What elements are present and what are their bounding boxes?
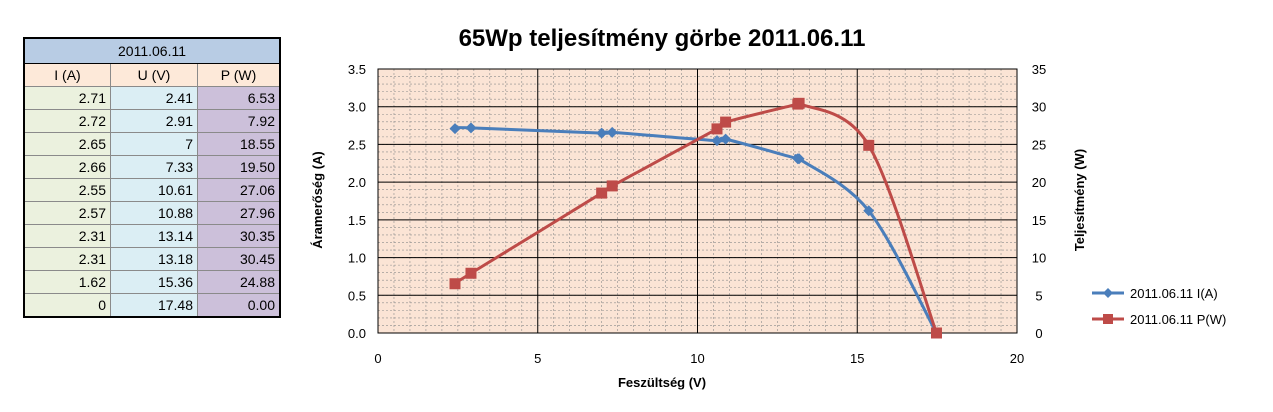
power-cell: 30.45 xyxy=(197,247,281,271)
current-data-point xyxy=(465,122,477,134)
current-data-point xyxy=(449,123,461,135)
y2-tick-label: 25 xyxy=(1032,137,1046,152)
x-tick-label: 20 xyxy=(1010,351,1024,366)
voltage-cell: 10.61 xyxy=(110,178,198,202)
power-data-point xyxy=(465,267,477,279)
column-header-current: I (A) xyxy=(23,63,111,87)
x-axis-title: Feszültség (V) xyxy=(618,375,706,390)
current-cell: 2.31 xyxy=(23,247,111,271)
power-data-point xyxy=(930,327,942,339)
y-tick-label: 2.0 xyxy=(348,175,366,190)
table-row: 2.31 13.14 30.35 xyxy=(23,224,281,248)
current-cell: 2.66 xyxy=(23,155,111,179)
y2-tick-label: 0 xyxy=(1035,326,1042,341)
column-header-voltage: U (V) xyxy=(110,63,198,87)
table-row: 2.31 13.18 30.45 xyxy=(23,247,281,271)
current-data-point xyxy=(606,126,618,138)
table-row: 1.62 15.36 24.88 xyxy=(23,270,281,294)
power-cell: 6.53 xyxy=(197,86,281,110)
power-data-point xyxy=(793,97,805,109)
y2-tick-label: 10 xyxy=(1032,251,1046,266)
current-cell: 0 xyxy=(23,293,111,318)
current-legend-marker xyxy=(1103,288,1113,298)
power-cell: 18.55 xyxy=(197,132,281,156)
power-data-point xyxy=(711,123,723,135)
table-row: 2.57 10.88 27.96 xyxy=(23,201,281,225)
power-cell: 27.96 xyxy=(197,201,281,225)
power-cell: 30.35 xyxy=(197,224,281,248)
current-data-point xyxy=(793,153,805,165)
voltage-cell: 2.41 xyxy=(110,86,198,110)
table-row: 0 17.48 0.00 xyxy=(23,293,281,318)
current-cell: 2.31 xyxy=(23,224,111,248)
voltage-cell: 7.33 xyxy=(110,155,198,179)
x-tick-label: 5 xyxy=(534,351,541,366)
x-tick-label: 0 xyxy=(374,351,381,366)
y-tick-label: 3.5 xyxy=(348,62,366,77)
table-row: 2.55 10.61 27.06 xyxy=(23,178,281,202)
y2-tick-label: 35 xyxy=(1032,62,1046,77)
power-data-point xyxy=(606,180,618,192)
table-date-header: 2011.06.11 xyxy=(23,37,281,64)
data-table: 2011.06.11 I (A) U (V) P (W) 2.71 2.41 6… xyxy=(23,37,281,318)
current-legend-label: 2011.06.11 I(A) xyxy=(1130,286,1218,301)
plot-area: 0 5 10 15 20 0.0 0.5 1.0 1.5 2.0 2.5 3.0 3.5 0 5 10 15 20… xyxy=(348,62,1046,366)
y-tick-label: 1.5 xyxy=(348,213,366,228)
chart-title: 65Wp teljesítmény görbe 2011.06.11 xyxy=(459,25,866,52)
voltage-cell: 13.14 xyxy=(110,224,198,248)
table-row: 2.72 2.91 7.92 xyxy=(23,109,281,133)
column-header-power: P (W) xyxy=(197,63,281,87)
current-data-point xyxy=(720,133,732,145)
current-data-point xyxy=(711,135,723,147)
chart-legend: 2011.06.11 I(A) 2011.06.11 P(W) xyxy=(1092,286,1226,327)
y2-tick-label: 5 xyxy=(1035,288,1042,303)
power-cell: 24.88 xyxy=(197,270,281,294)
iv-power-chart: 65Wp teljesítmény görbe 2011.06.11 0 5 10 1… xyxy=(310,25,1226,390)
y-tick-label: 1.0 xyxy=(348,251,366,266)
y-tick-label: 0.5 xyxy=(348,288,366,303)
current-cell: 2.71 xyxy=(23,86,111,110)
power-cell: 27.06 xyxy=(197,178,281,202)
y2-tick-label: 15 xyxy=(1032,213,1046,228)
table-row: 2.66 7.33 19.50 xyxy=(23,155,281,179)
y-axis-title: Áramerőség (A) xyxy=(310,151,325,249)
current-cell: 2.65 xyxy=(23,132,111,156)
current-data-point xyxy=(596,127,608,139)
current-data-point xyxy=(863,205,875,217)
power-data-point xyxy=(863,139,875,151)
current-cell: 2.72 xyxy=(23,109,111,133)
voltage-cell: 17.48 xyxy=(110,293,198,318)
power-legend-marker xyxy=(1103,314,1113,324)
voltage-cell: 7 xyxy=(110,132,198,156)
y-tick-label: 3.0 xyxy=(348,100,366,115)
y2-axis-title: Teljesítmény (W) xyxy=(1072,149,1087,251)
power-legend-label: 2011.06.11 P(W) xyxy=(1130,312,1226,327)
power-cell: 19.50 xyxy=(197,155,281,179)
current-cell: 2.55 xyxy=(23,178,111,202)
x-tick-label: 10 xyxy=(690,351,704,366)
power-data-point xyxy=(720,116,732,128)
y2-tick-label: 20 xyxy=(1032,175,1046,190)
table-row: 2.65 7 18.55 xyxy=(23,132,281,156)
current-cell: 2.57 xyxy=(23,201,111,225)
voltage-cell: 13.18 xyxy=(110,247,198,271)
table-row: 2.71 2.41 6.53 xyxy=(23,86,281,110)
power-cell: 7.92 xyxy=(197,109,281,133)
power-cell: 0.00 xyxy=(197,293,281,318)
y-tick-label: 2.5 xyxy=(348,137,366,152)
y2-tick-label: 30 xyxy=(1032,100,1046,115)
voltage-cell: 10.88 xyxy=(110,201,198,225)
current-cell: 1.62 xyxy=(23,270,111,294)
y-tick-label: 0.0 xyxy=(348,326,366,341)
voltage-cell: 15.36 xyxy=(110,270,198,294)
voltage-cell: 2.91 xyxy=(110,109,198,133)
power-data-point xyxy=(596,187,608,199)
power-data-point xyxy=(449,278,461,290)
x-tick-label: 15 xyxy=(850,351,864,366)
plot-border xyxy=(377,68,1018,334)
